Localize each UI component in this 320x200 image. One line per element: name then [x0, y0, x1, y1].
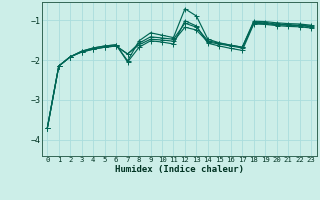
X-axis label: Humidex (Indice chaleur): Humidex (Indice chaleur)	[115, 165, 244, 174]
